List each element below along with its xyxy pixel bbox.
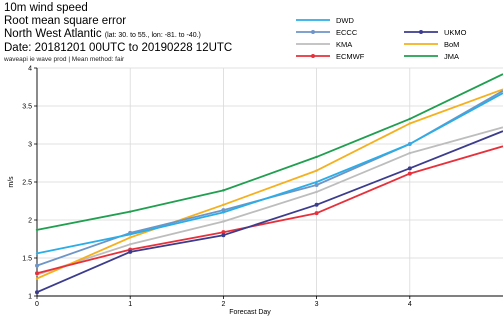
- data-point-ukmo: [35, 290, 39, 295]
- data-point-dwd: [35, 252, 39, 255]
- y-tick-label: 2: [28, 218, 32, 225]
- parameter-title: 10m wind speed: [4, 2, 88, 14]
- x-axis-label: Forecast Day: [229, 309, 271, 316]
- legend-label-ukmo: UKMO: [444, 28, 467, 37]
- region-name: North West Atlantic: [4, 28, 102, 41]
- region-title: North West Atlantic (lat: 30. to 55., lo…: [4, 28, 232, 41]
- series-line-jma: [36, 73, 503, 231]
- data-point-dwd: [129, 233, 132, 236]
- data-point-ecmwf: [314, 211, 319, 216]
- score-title: Root mean square error: [4, 15, 127, 28]
- legend-marker-eccc: [311, 30, 315, 34]
- region-bounds: (lat: 30. to 55., lon: -81. to -40.): [104, 32, 201, 40]
- series-line-ukmo: [36, 130, 503, 294]
- data-point-ukmo: [314, 202, 319, 207]
- legend-label-kma: KMA: [336, 40, 352, 49]
- data-point-kma: [315, 190, 318, 194]
- legend: DWD ECCC KMA ECMWF UKMO BoM JMA: [296, 16, 467, 61]
- data-point-ecmwf: [221, 230, 226, 235]
- data-point-bom: [408, 122, 411, 125]
- series-lines: [35, 73, 503, 295]
- data-point-jma: [222, 189, 225, 192]
- y-tick-label: 2.5: [22, 180, 32, 187]
- y-tick-label: 3: [28, 142, 32, 149]
- method-note: waveapi ie wave prod | Mean method: fair: [4, 55, 125, 63]
- data-point-jma: [35, 228, 39, 232]
- data-point-eccc: [35, 263, 39, 268]
- series-line-ecmwf: [36, 145, 503, 275]
- legend-marker-ukmo: [419, 30, 423, 34]
- data-point-ukmo: [128, 249, 133, 254]
- data-point-jma: [408, 117, 411, 121]
- data-point-ecmwf: [35, 271, 39, 276]
- data-point-jma: [315, 155, 318, 159]
- legend-marker-ecmwf: [311, 54, 315, 58]
- y-tick-label: 1: [28, 294, 32, 301]
- data-point-kma: [408, 151, 411, 155]
- data-point-jma: [129, 210, 132, 213]
- data-point-ukmo: [407, 166, 412, 171]
- x-tick-label: 2: [221, 301, 225, 308]
- legend-label-jma: JMA: [444, 52, 459, 61]
- data-point-dwd: [315, 180, 318, 184]
- legend-label-dwd: DWD: [336, 16, 354, 25]
- data-point-bom: [315, 169, 318, 172]
- chart-header: 10m wind speed Root mean square error No…: [4, 2, 232, 63]
- legend-label-eccc: ECCC: [336, 28, 358, 37]
- y-axis-label: m/s: [8, 176, 15, 188]
- x-tick-label: 0: [35, 301, 39, 308]
- series-line-kma: [36, 126, 503, 276]
- data-point-bom: [129, 236, 132, 239]
- data-point-dwd: [222, 211, 225, 214]
- y-tick-label: 1.5: [22, 256, 32, 263]
- data-point-eccc: [314, 183, 319, 188]
- data-point-bom: [222, 203, 225, 206]
- series-line-dwd: [36, 92, 503, 255]
- date-range: Date: 20181201 00UTC to 20190228 12UTC: [4, 41, 233, 54]
- data-point-ecmwf: [407, 171, 412, 176]
- x-tick-label: 3: [315, 301, 319, 308]
- y-tick-label: 4: [28, 66, 32, 73]
- data-point-eccc: [221, 208, 226, 213]
- y-tick-label: 3.5: [22, 104, 32, 111]
- legend-label-ecmwf: ECMWF: [336, 52, 365, 61]
- data-point-ukmo: [221, 233, 226, 238]
- legend-label-bom: BoM: [444, 40, 459, 49]
- series-line-bom: [36, 88, 503, 280]
- data-point-bom: [35, 277, 39, 280]
- data-point-dwd: [408, 142, 411, 146]
- data-point-kma: [129, 243, 132, 246]
- x-tick-label: 4: [408, 301, 412, 308]
- x-tick-label: 1: [128, 301, 132, 308]
- data-point-kma: [222, 220, 225, 223]
